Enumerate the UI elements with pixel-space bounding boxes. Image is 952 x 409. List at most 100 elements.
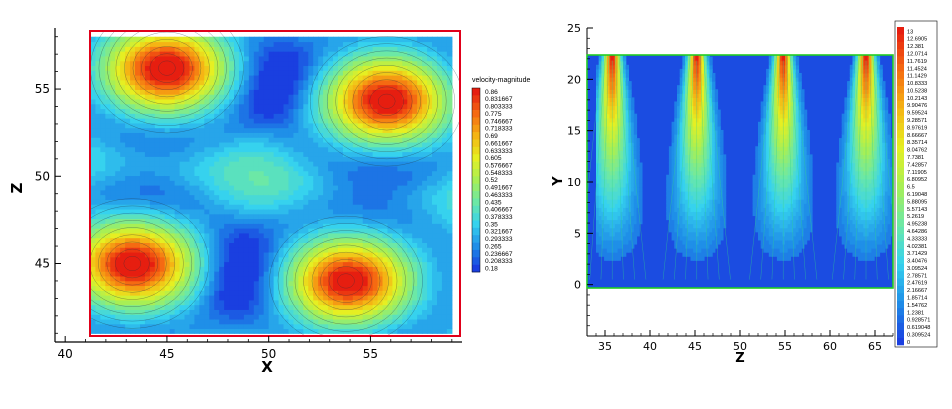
velocity-cell <box>115 165 121 172</box>
velocity-cell <box>159 55 166 62</box>
velocity-cell <box>238 318 245 325</box>
velocity-cell <box>436 271 443 277</box>
velocity-cell <box>149 228 156 234</box>
velocity-cell <box>135 194 141 200</box>
velocity-cell <box>303 46 309 52</box>
velocity-cell <box>238 132 245 138</box>
velocity-cell <box>278 84 285 90</box>
velocity-cell <box>283 285 290 291</box>
velocity-cell <box>417 314 423 320</box>
velocity-cell <box>139 146 146 153</box>
velocity-cell <box>372 266 379 272</box>
velocity-cell <box>318 256 324 263</box>
jet-cell <box>596 68 600 74</box>
velocity-cell <box>214 185 220 191</box>
velocity-cell <box>154 65 161 71</box>
velocity-cell <box>159 127 166 133</box>
velocity-cell <box>432 328 438 334</box>
velocity-cell <box>273 74 280 81</box>
velocity-cell <box>342 79 349 86</box>
velocity-cell <box>243 218 250 224</box>
velocity-cell <box>110 180 116 186</box>
velocity-cell <box>308 189 314 196</box>
velocity-cell <box>432 280 438 287</box>
jet-cell <box>596 146 600 151</box>
velocity-cell <box>362 84 369 90</box>
velocity-cell <box>417 46 423 52</box>
velocity-cell <box>105 94 111 100</box>
velocity-cell <box>432 65 438 71</box>
velocity-cell <box>422 218 428 224</box>
velocity-cell <box>293 141 299 148</box>
velocity-cell <box>263 237 270 243</box>
velocity-cell <box>372 314 379 320</box>
velocity-legend-swatch <box>472 124 480 133</box>
jet-cell <box>604 186 608 192</box>
velocity-cell <box>367 89 374 95</box>
jet-cell <box>596 182 600 188</box>
velocity-cell <box>139 242 146 248</box>
velocity-cell <box>293 261 299 267</box>
velocity-cell <box>144 161 151 167</box>
velocity-cell <box>248 46 255 52</box>
jet-cell <box>596 121 600 127</box>
velocity-cell <box>372 318 379 325</box>
velocity-cell <box>189 247 196 253</box>
velocity-cell <box>258 275 265 282</box>
velocity-cell <box>273 309 280 315</box>
velocity-cell <box>382 74 389 81</box>
velocity-cell <box>278 280 285 287</box>
velocity-cell <box>125 208 131 215</box>
velocity-cell <box>214 165 220 172</box>
velocity-cell <box>387 170 394 177</box>
velocity-cell <box>174 204 181 210</box>
velocity-cell <box>243 70 250 76</box>
velocity-cell <box>347 41 354 47</box>
velocity-cell <box>273 122 280 129</box>
velocity-cell <box>209 261 215 267</box>
velocity-cell <box>436 89 443 95</box>
velocity-cell <box>422 304 428 310</box>
velocity-cell <box>387 165 394 172</box>
velocity-cell <box>209 175 215 181</box>
jet-cell <box>596 199 600 204</box>
velocity-cell <box>436 314 443 320</box>
velocity-cell <box>214 122 220 129</box>
velocity-cell <box>333 165 339 172</box>
velocity-cell <box>432 180 438 186</box>
velocity-cell <box>427 55 433 62</box>
velocity-cell <box>184 118 191 124</box>
velocity-cell <box>105 122 111 129</box>
jet-cell <box>596 174 600 180</box>
velocity-cell <box>367 175 374 181</box>
velocity-cell <box>139 51 146 57</box>
velocity-cell <box>263 242 270 248</box>
velocity-cell <box>149 314 156 320</box>
velocity-cell <box>184 242 191 248</box>
velocity-cell <box>412 70 418 76</box>
velocity-cell <box>125 185 131 191</box>
velocity-cell <box>144 223 151 229</box>
velocity-cell <box>278 175 285 181</box>
velocity-cell <box>283 151 290 157</box>
velocity-cell <box>407 79 413 86</box>
velocity-cell <box>273 271 280 277</box>
velocity-cell <box>333 108 339 114</box>
velocity-cell <box>139 271 146 277</box>
velocity-cell <box>229 165 235 172</box>
velocity-cell <box>412 304 418 310</box>
velocity-cell <box>263 98 270 105</box>
velocity-cell <box>110 328 116 334</box>
velocity-cell <box>283 74 290 81</box>
velocity-cell <box>367 180 374 186</box>
velocity-cell <box>204 194 210 200</box>
velocity-cell <box>90 328 97 334</box>
velocity-cell <box>298 328 304 334</box>
velocity-cell <box>412 318 418 325</box>
velocity-cell <box>184 285 191 291</box>
velocity-cell <box>189 180 196 186</box>
velocity-cell <box>412 65 418 71</box>
velocity-cell <box>308 170 314 177</box>
velocity-cell <box>382 84 389 90</box>
velocity-cell <box>298 41 304 47</box>
